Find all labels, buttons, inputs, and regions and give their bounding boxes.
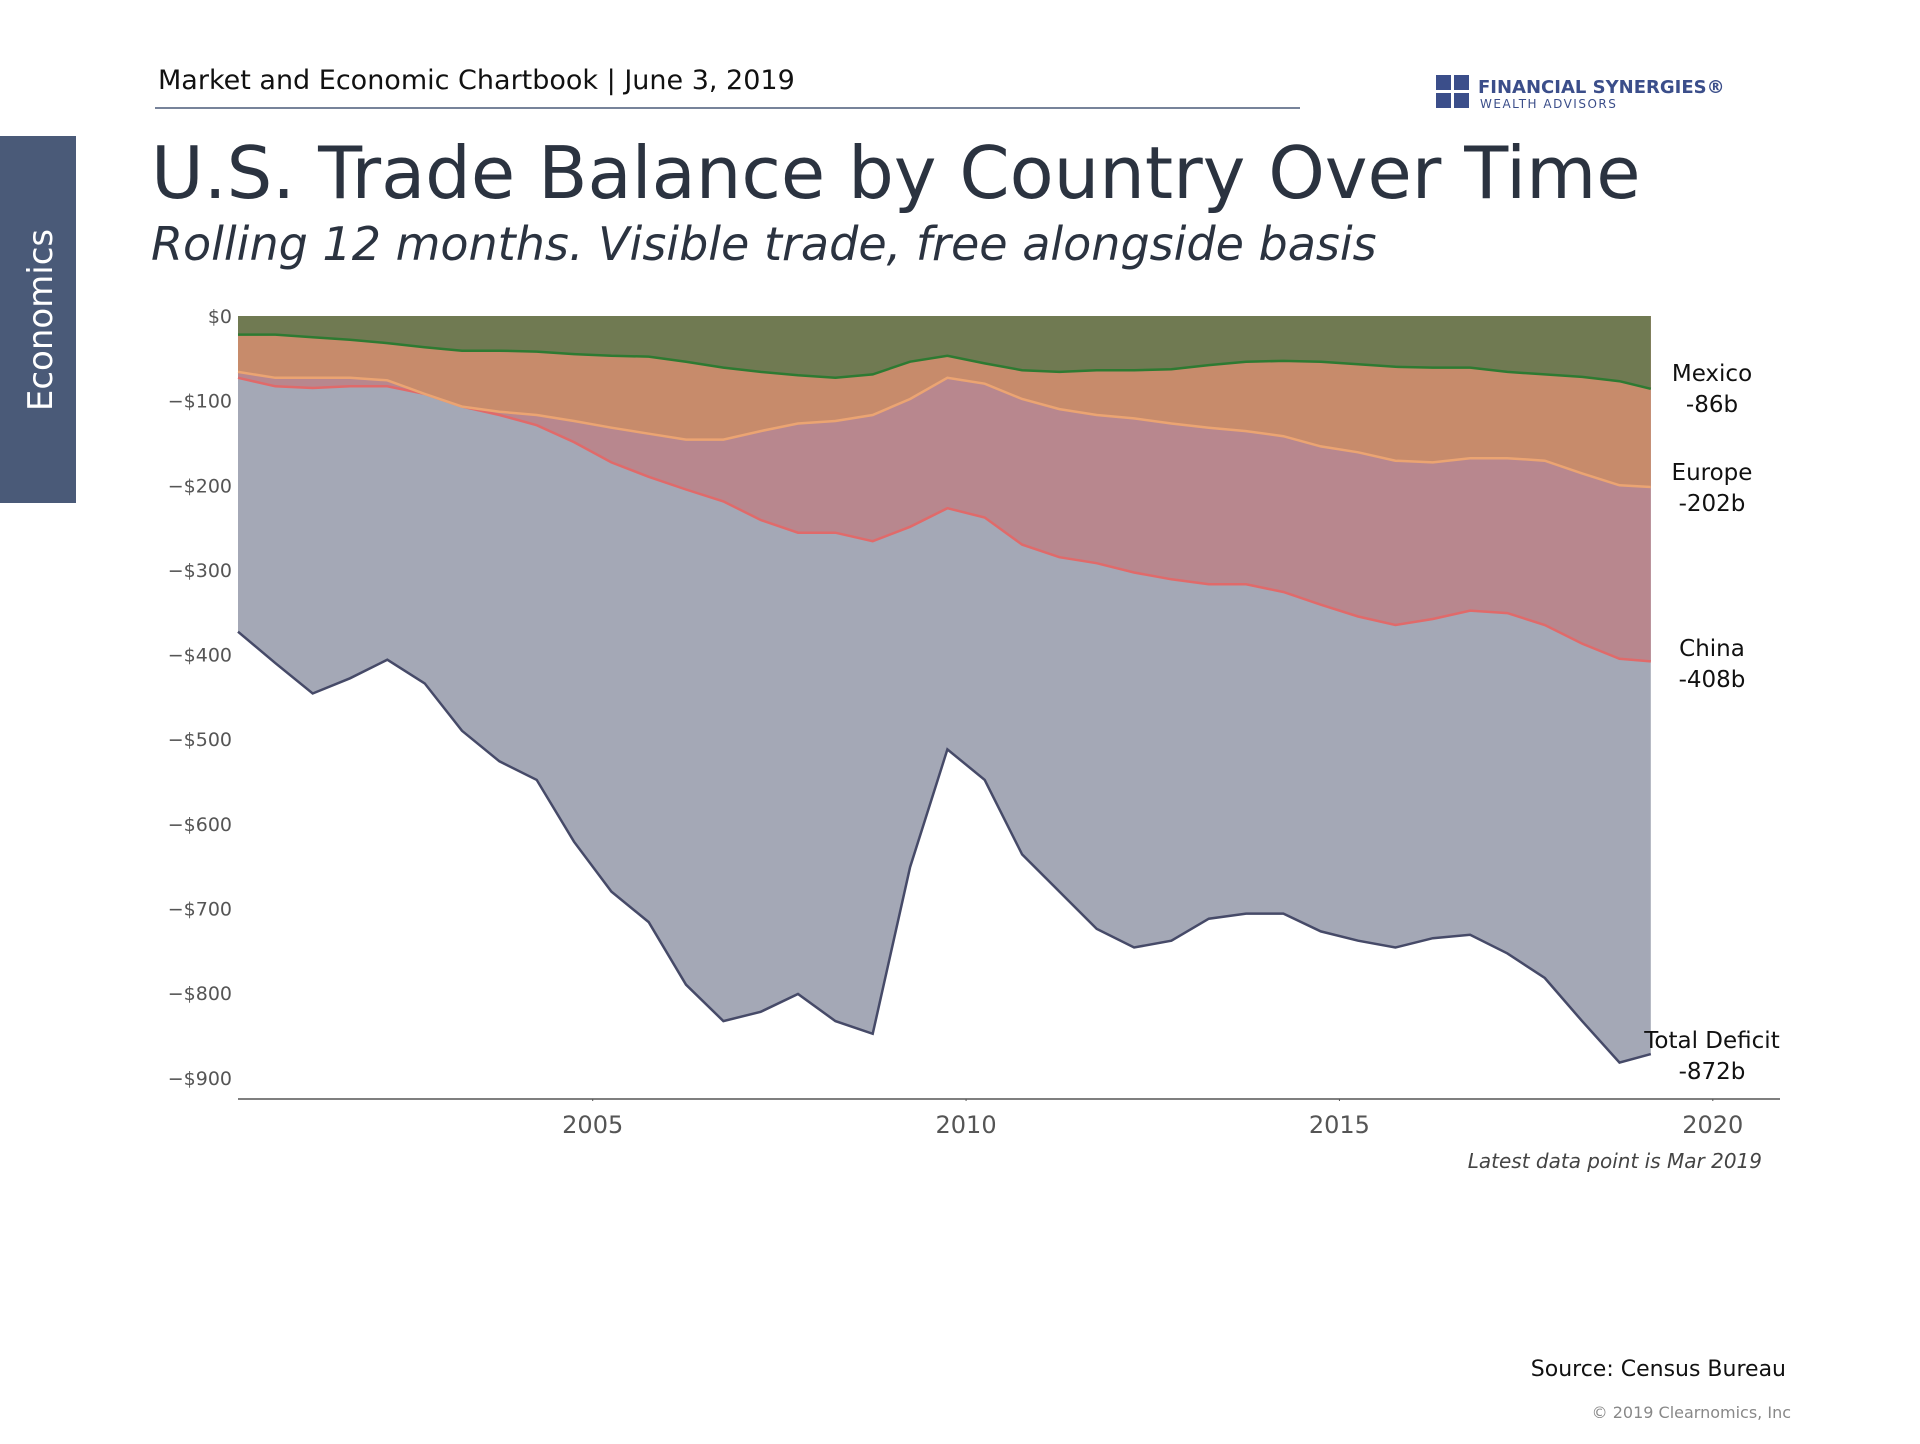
chart-subtitle: Rolling 12 months. Visible trade, free a… xyxy=(151,217,1377,271)
series-name: China xyxy=(1679,636,1745,662)
series-name: Mexico xyxy=(1672,361,1752,387)
y-tick-label: −$600 xyxy=(168,814,232,836)
series-end-value: -202b xyxy=(1679,491,1746,517)
logo-square xyxy=(1436,93,1451,108)
series-end-value: -86b xyxy=(1686,392,1738,418)
logo-square xyxy=(1454,93,1469,108)
source: Source: Census Bureau xyxy=(1531,1357,1786,1382)
series-line xyxy=(237,370,1651,489)
logo-name: FINANCIAL SYNERGIES® xyxy=(1478,77,1725,98)
x-tick-label: 2020 xyxy=(1682,1111,1743,1139)
y-tick-label: −$900 xyxy=(168,1068,232,1090)
copyright: © 2019 Clearnomics, Inc xyxy=(1592,1403,1791,1422)
x-tick-label: 2005 xyxy=(562,1111,623,1139)
y-tick-label: −$100 xyxy=(168,391,232,413)
y-tick-label: −$800 xyxy=(168,983,232,1005)
note: Latest data point is Mar 2019 xyxy=(1468,1149,1762,1173)
series-end-value: -408b xyxy=(1679,667,1746,693)
x-tick-label: 2010 xyxy=(936,1111,997,1139)
logo: FINANCIAL SYNERGIES® WEALTH ADVISORS xyxy=(1436,75,1725,111)
series-name: Europe xyxy=(1672,460,1753,486)
series-area xyxy=(238,316,1651,389)
series-line xyxy=(238,333,1652,391)
logo-square xyxy=(1436,75,1451,90)
logo-square xyxy=(1454,75,1469,90)
plot: $0 −$100 −$200 −$300 −$400 −$500 −$600 −$700 −$8… xyxy=(168,306,1780,1139)
series-end-value: -872b xyxy=(1679,1059,1746,1085)
chart-title: U.S. Trade Balance by Country Over Time xyxy=(151,131,1641,215)
y-tick-label: $0 xyxy=(208,306,232,328)
y-tick-label: −$400 xyxy=(168,645,232,667)
series-name: Total Deficit xyxy=(1643,1028,1779,1054)
logo-sub: WEALTH ADVISORS xyxy=(1480,97,1617,111)
y-tick-label: −$700 xyxy=(168,899,232,921)
section-label: Economics xyxy=(21,229,61,411)
chartbook-header: Market and Economic Chartbook | June 3, … xyxy=(158,65,795,96)
section-tab xyxy=(0,136,76,503)
series-line xyxy=(237,630,1652,1065)
y-tick-label: −$300 xyxy=(168,560,232,582)
y-tick-label: −$500 xyxy=(168,729,232,751)
y-tick-label: −$200 xyxy=(168,475,232,497)
x-tick-label: 2015 xyxy=(1309,1111,1370,1139)
